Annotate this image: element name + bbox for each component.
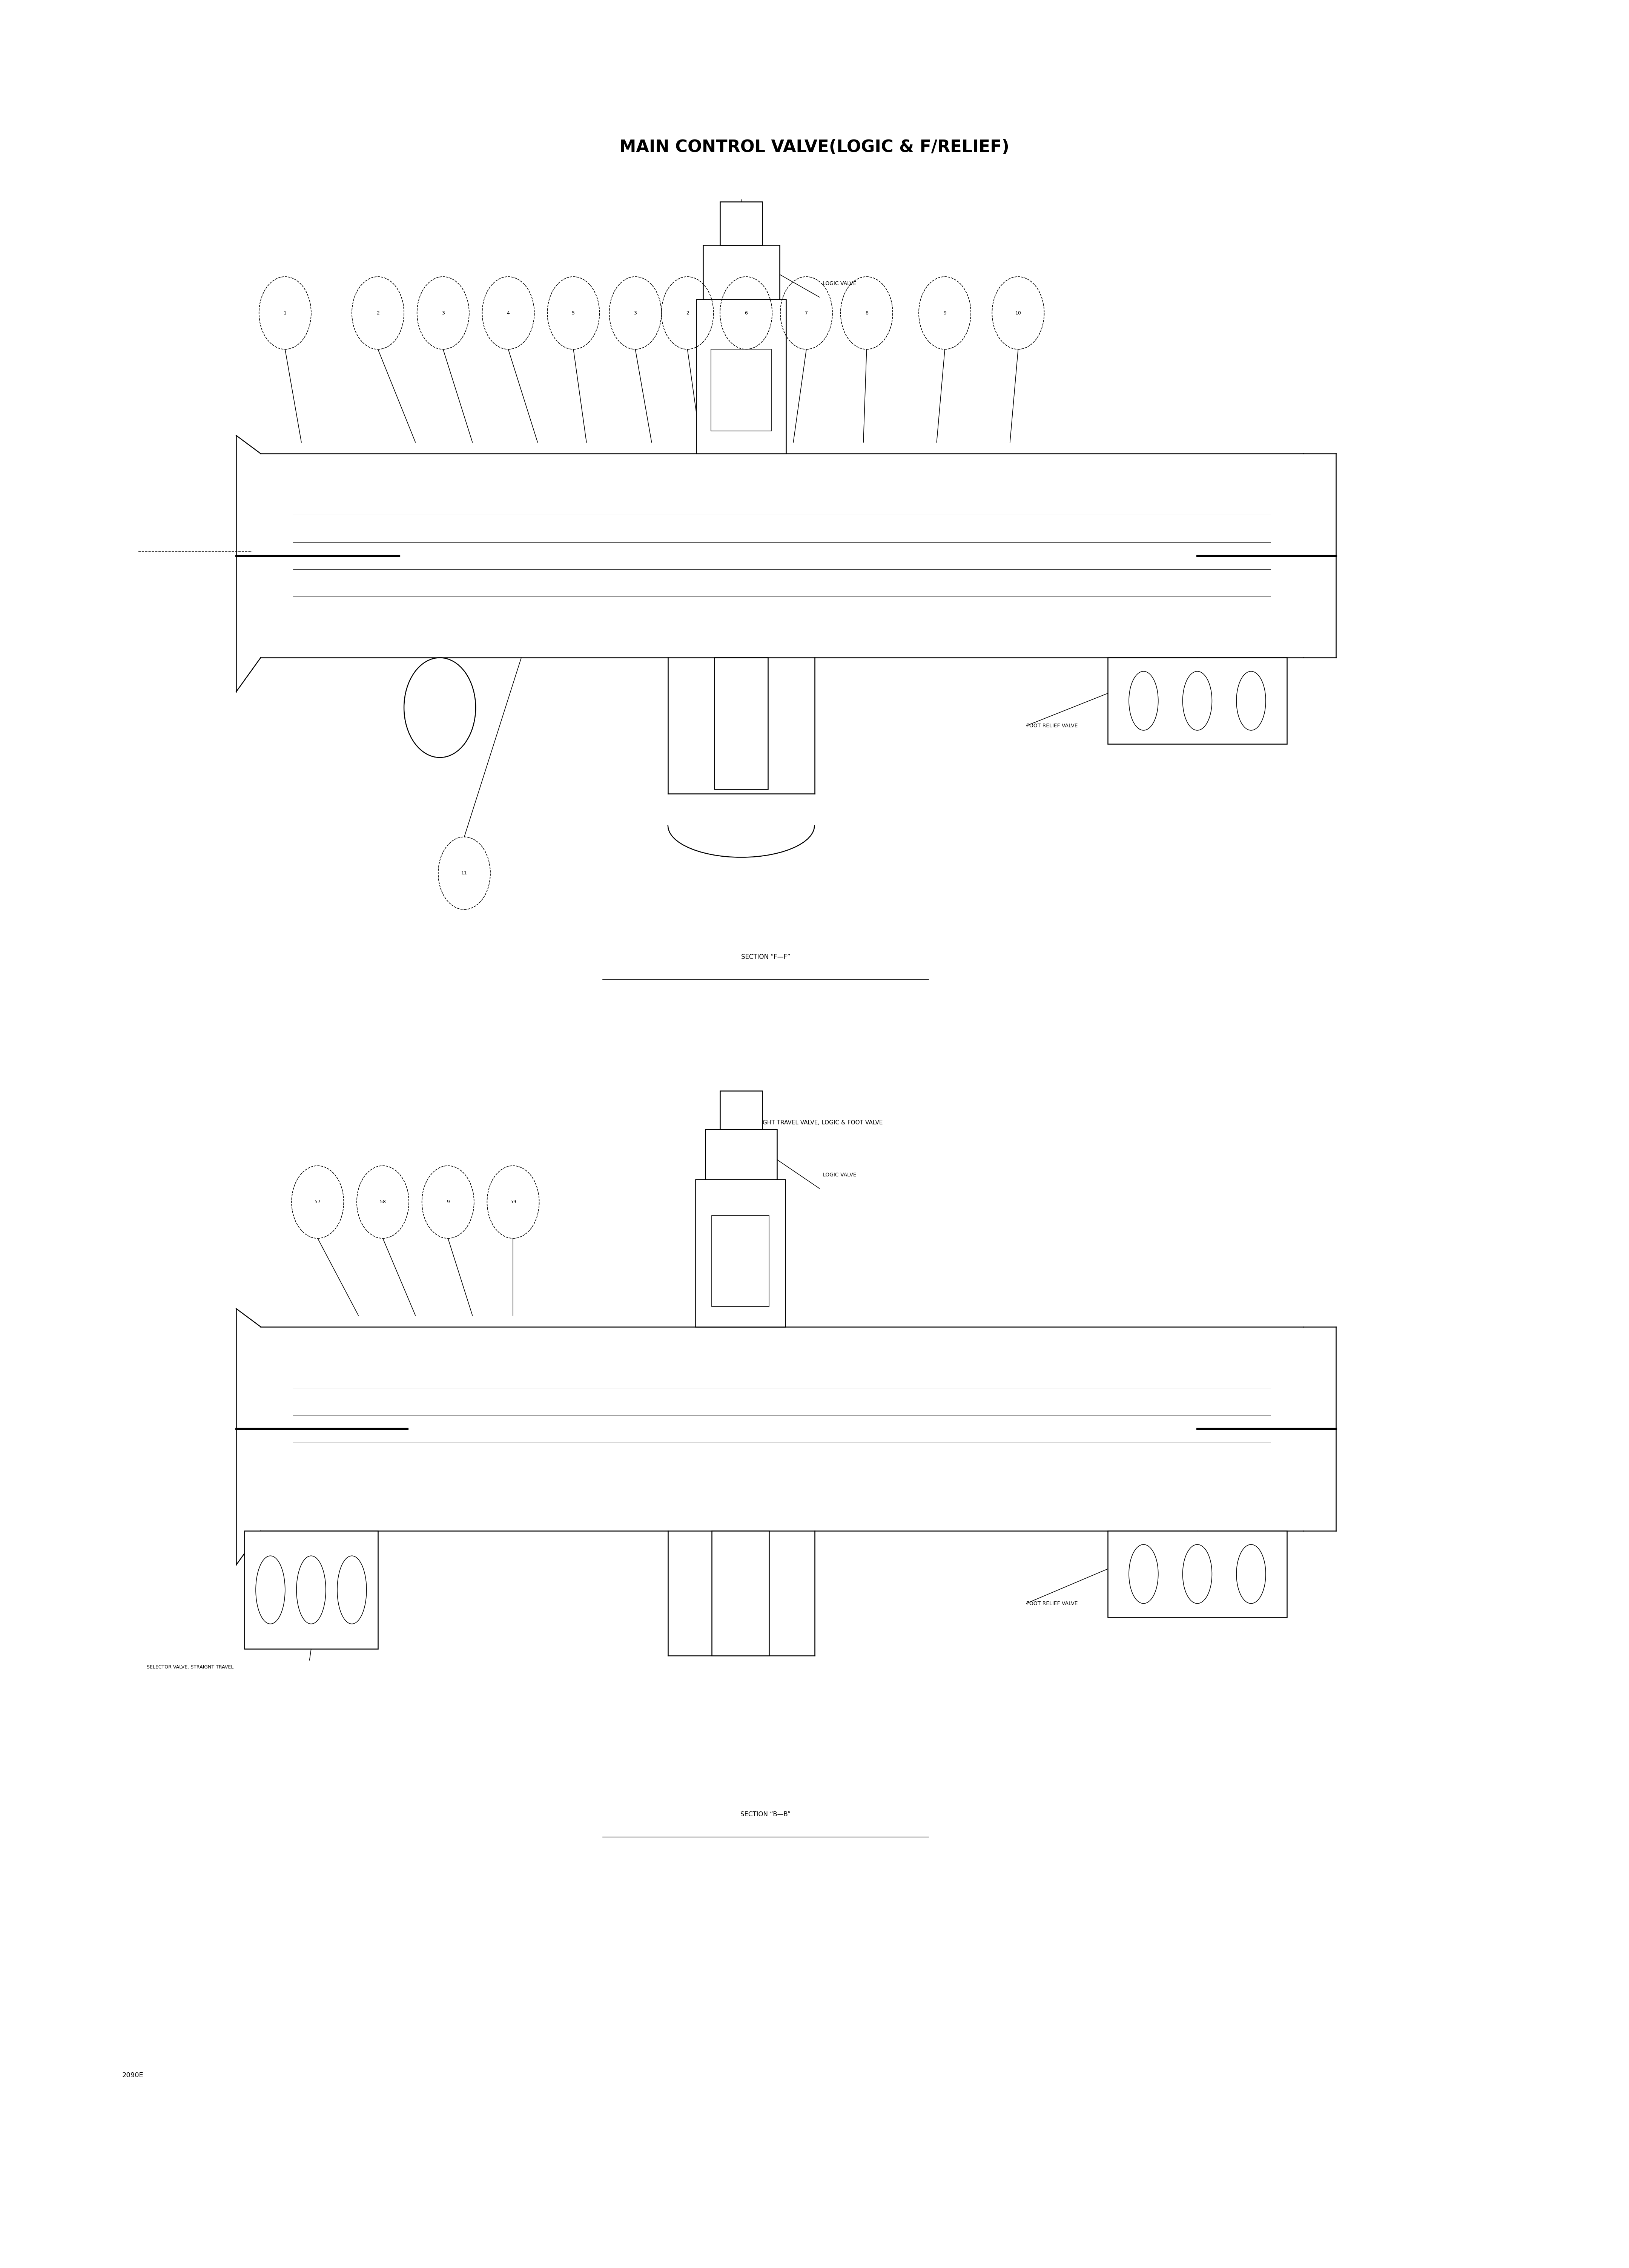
Text: 3: 3 — [634, 311, 637, 315]
Ellipse shape — [1183, 671, 1212, 730]
Text: 9: 9 — [446, 1200, 450, 1204]
FancyBboxPatch shape — [712, 1531, 769, 1656]
FancyBboxPatch shape — [712, 1216, 769, 1306]
Ellipse shape — [1129, 671, 1158, 730]
FancyBboxPatch shape — [697, 299, 785, 454]
Text: 7: 7 — [805, 311, 808, 315]
Text: 5: 5 — [572, 311, 575, 315]
Text: 9: 9 — [943, 311, 946, 315]
Text: MAIN CONTROL VALVE(LOGIC & F/RELIEF): MAIN CONTROL VALVE(LOGIC & F/RELIEF) — [619, 138, 1010, 156]
Text: SECTION “F—F”: SECTION “F—F” — [741, 955, 790, 959]
Ellipse shape — [296, 1556, 326, 1624]
Text: 10: 10 — [1015, 311, 1021, 315]
Text: 2: 2 — [376, 311, 380, 315]
FancyBboxPatch shape — [244, 1531, 378, 1649]
Text: 8: 8 — [865, 311, 868, 315]
Ellipse shape — [1236, 671, 1266, 730]
Ellipse shape — [337, 1556, 367, 1624]
Text: FOOT RELIEF VALVE: FOOT RELIEF VALVE — [1026, 1601, 1078, 1606]
Text: STRAIGHT TRAVEL VALVE, LOGIC & FOOT VALVE: STRAIGHT TRAVEL VALVE, LOGIC & FOOT VALV… — [746, 1120, 883, 1125]
FancyBboxPatch shape — [704, 245, 779, 299]
Text: 58: 58 — [380, 1200, 386, 1204]
FancyBboxPatch shape — [696, 1179, 785, 1327]
Ellipse shape — [1129, 1545, 1158, 1603]
Text: LOGIC VALVE: LOGIC VALVE — [823, 281, 857, 286]
Text: 4: 4 — [507, 311, 510, 315]
Text: 3: 3 — [441, 311, 445, 315]
FancyBboxPatch shape — [705, 1129, 777, 1179]
FancyBboxPatch shape — [714, 658, 769, 789]
Text: LOGIC VALVE: LOGIC VALVE — [823, 1173, 857, 1177]
Text: 2: 2 — [686, 311, 689, 315]
Text: FOOT RELIEF VALVE: FOOT RELIEF VALVE — [1026, 723, 1078, 728]
Text: 59: 59 — [510, 1200, 516, 1204]
Ellipse shape — [256, 1556, 285, 1624]
Ellipse shape — [1236, 1545, 1266, 1603]
Text: SELECTOR VALVE, STRAIGNT TRAVEL: SELECTOR VALVE, STRAIGNT TRAVEL — [147, 1665, 233, 1669]
Text: 11: 11 — [461, 871, 468, 875]
Ellipse shape — [404, 658, 476, 758]
Ellipse shape — [1183, 1545, 1212, 1603]
Text: 57: 57 — [314, 1200, 321, 1204]
FancyBboxPatch shape — [720, 202, 762, 245]
Text: 6: 6 — [744, 311, 748, 315]
FancyBboxPatch shape — [1108, 1531, 1287, 1617]
FancyBboxPatch shape — [720, 1091, 762, 1129]
FancyBboxPatch shape — [1108, 658, 1287, 744]
Text: 1: 1 — [283, 311, 287, 315]
Text: 2090E: 2090E — [122, 2073, 143, 2077]
FancyBboxPatch shape — [710, 349, 772, 431]
Text: SECTION “B—B”: SECTION “B—B” — [741, 1812, 790, 1817]
